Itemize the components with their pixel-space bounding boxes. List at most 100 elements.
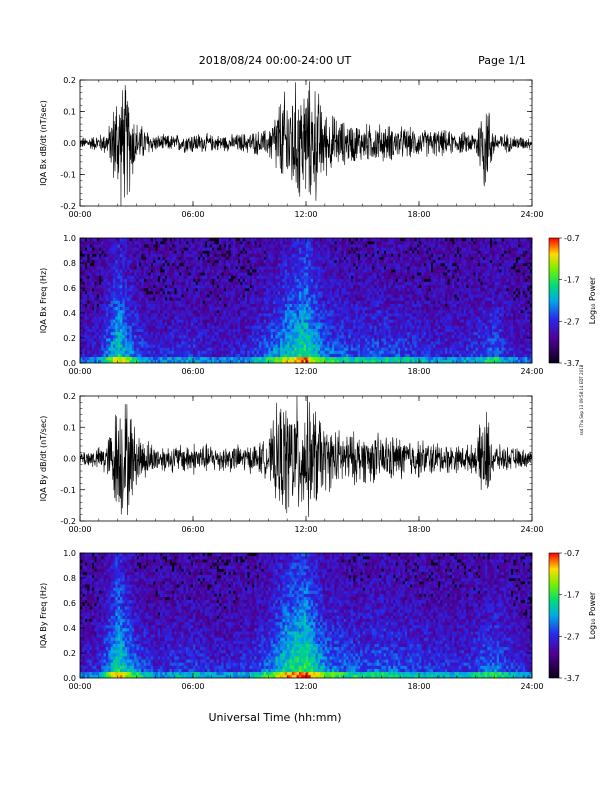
spectrogram-cell <box>320 263 323 267</box>
spectrogram-cell <box>230 328 234 333</box>
spectrogram-cell <box>98 316 102 320</box>
spectrogram-cell <box>331 269 335 273</box>
spectrogram-cell <box>270 322 274 326</box>
spectrogram-cell <box>108 288 111 292</box>
spectrogram-cell <box>270 291 274 295</box>
spectrogram-cell <box>364 250 368 254</box>
spectrogram-cell <box>289 278 293 283</box>
spectrogram-cell <box>324 238 328 242</box>
spectrogram-cell <box>129 272 133 276</box>
spectrogram-cell <box>268 319 271 323</box>
spectrogram-cell <box>141 356 144 361</box>
spectrogram-cell <box>117 253 121 258</box>
spectrogram-cell <box>284 347 288 351</box>
spectrogram-cell <box>313 288 316 292</box>
spectrogram-cell <box>190 300 194 304</box>
spectrogram-cell <box>367 350 370 354</box>
spectrogram-cell <box>171 259 175 264</box>
spectrogram-cell <box>346 322 349 326</box>
spectrogram-cell <box>225 244 229 248</box>
spectrogram-cell <box>317 266 321 270</box>
spectrogram-cell <box>346 238 349 242</box>
spectrogram-cell <box>150 256 154 261</box>
spectrogram-cell <box>87 338 90 342</box>
spectrogram-cell <box>371 338 375 342</box>
spectrogram-cell <box>247 331 250 336</box>
spectrogram-cell <box>322 316 326 320</box>
spectrogram-cell <box>242 328 246 333</box>
spectrogram-cell <box>101 238 104 242</box>
spectrogram-cell <box>148 297 151 301</box>
spectrogram-cell <box>209 350 213 354</box>
spectrogram-cell <box>287 347 290 351</box>
spectrogram-cell <box>214 256 217 261</box>
spectrogram-cell <box>200 350 203 354</box>
spectrogram-cell <box>338 356 342 361</box>
spectrogram-cell <box>369 288 373 292</box>
spectrogram-cell <box>341 250 344 254</box>
spectrogram-cell <box>254 259 257 264</box>
spectrogram-cell <box>362 328 366 333</box>
spectrogram-cell <box>148 347 151 351</box>
spectrogram-cell <box>336 278 340 283</box>
spectrogram-cell <box>131 300 135 304</box>
spectrogram-cell <box>273 266 276 270</box>
spectrogram-cell <box>296 263 300 267</box>
spectrogram-cell <box>136 297 140 301</box>
spectrogram-cell <box>324 250 328 254</box>
spectrogram-cell <box>98 263 102 267</box>
spectrogram-cell <box>117 331 121 336</box>
spectrogram-cell <box>193 313 196 317</box>
spectrogram-cell <box>360 359 363 363</box>
spectrogram-cell <box>294 356 297 361</box>
spectrogram-cell <box>160 238 163 242</box>
spectrogram-cell <box>289 281 293 286</box>
spectrogram-cell <box>183 275 187 279</box>
spectrogram-cell <box>174 322 177 326</box>
spectrogram-cell <box>178 303 182 308</box>
spectrogram-cell <box>331 328 335 333</box>
spectrogram-cell <box>94 256 97 261</box>
spectrogram-cell <box>357 325 361 329</box>
spectrogram-cell <box>334 300 337 304</box>
spectrogram-cell <box>357 275 361 279</box>
spectrogram-cell <box>329 350 333 354</box>
spectrogram-cell <box>127 300 130 304</box>
spectrogram-cell <box>190 356 194 361</box>
spectrogram-cell <box>350 306 354 311</box>
spectrogram-cell <box>355 256 359 261</box>
spectrogram-cell <box>277 291 281 295</box>
spectrogram-cell <box>202 350 206 354</box>
spectrogram-cell <box>148 325 151 329</box>
spectrogram-cell <box>164 338 168 342</box>
spectrogram-cell <box>329 263 333 267</box>
spectrogram-cell <box>169 303 173 308</box>
spectrogram-cell <box>200 281 203 286</box>
spectrogram-cell <box>141 275 144 279</box>
spectrogram-cell <box>178 313 182 317</box>
spectrogram-cell <box>322 272 326 276</box>
spectrogram-cell <box>329 275 333 279</box>
spectrogram-cell <box>108 319 111 323</box>
spectrogram-cell <box>174 294 177 298</box>
spectrogram-cell <box>225 241 229 245</box>
spectrogram-cell <box>197 325 201 329</box>
spectrogram-cell <box>143 319 147 323</box>
spectrogram-cell <box>178 306 182 311</box>
spectrogram-cell <box>310 259 314 264</box>
spectrogram-cell <box>265 275 269 279</box>
spectrogram-cell <box>343 281 347 286</box>
spectrogram-cell <box>235 275 239 279</box>
spectrogram-cell <box>233 309 236 314</box>
spectrogram-cell <box>265 288 269 292</box>
spectrogram-cell <box>360 344 363 348</box>
spectrogram-cell <box>169 353 173 358</box>
spectrogram-cell <box>183 319 187 323</box>
spectrogram-cell <box>214 338 217 342</box>
spectrogram-cell <box>350 253 354 258</box>
spectrogram-cell <box>282 259 286 264</box>
spectrogram-cell <box>141 281 144 286</box>
spectrogram-cell <box>348 306 352 311</box>
spectrogram-cell <box>145 272 149 276</box>
spectrogram-cell <box>287 359 290 363</box>
